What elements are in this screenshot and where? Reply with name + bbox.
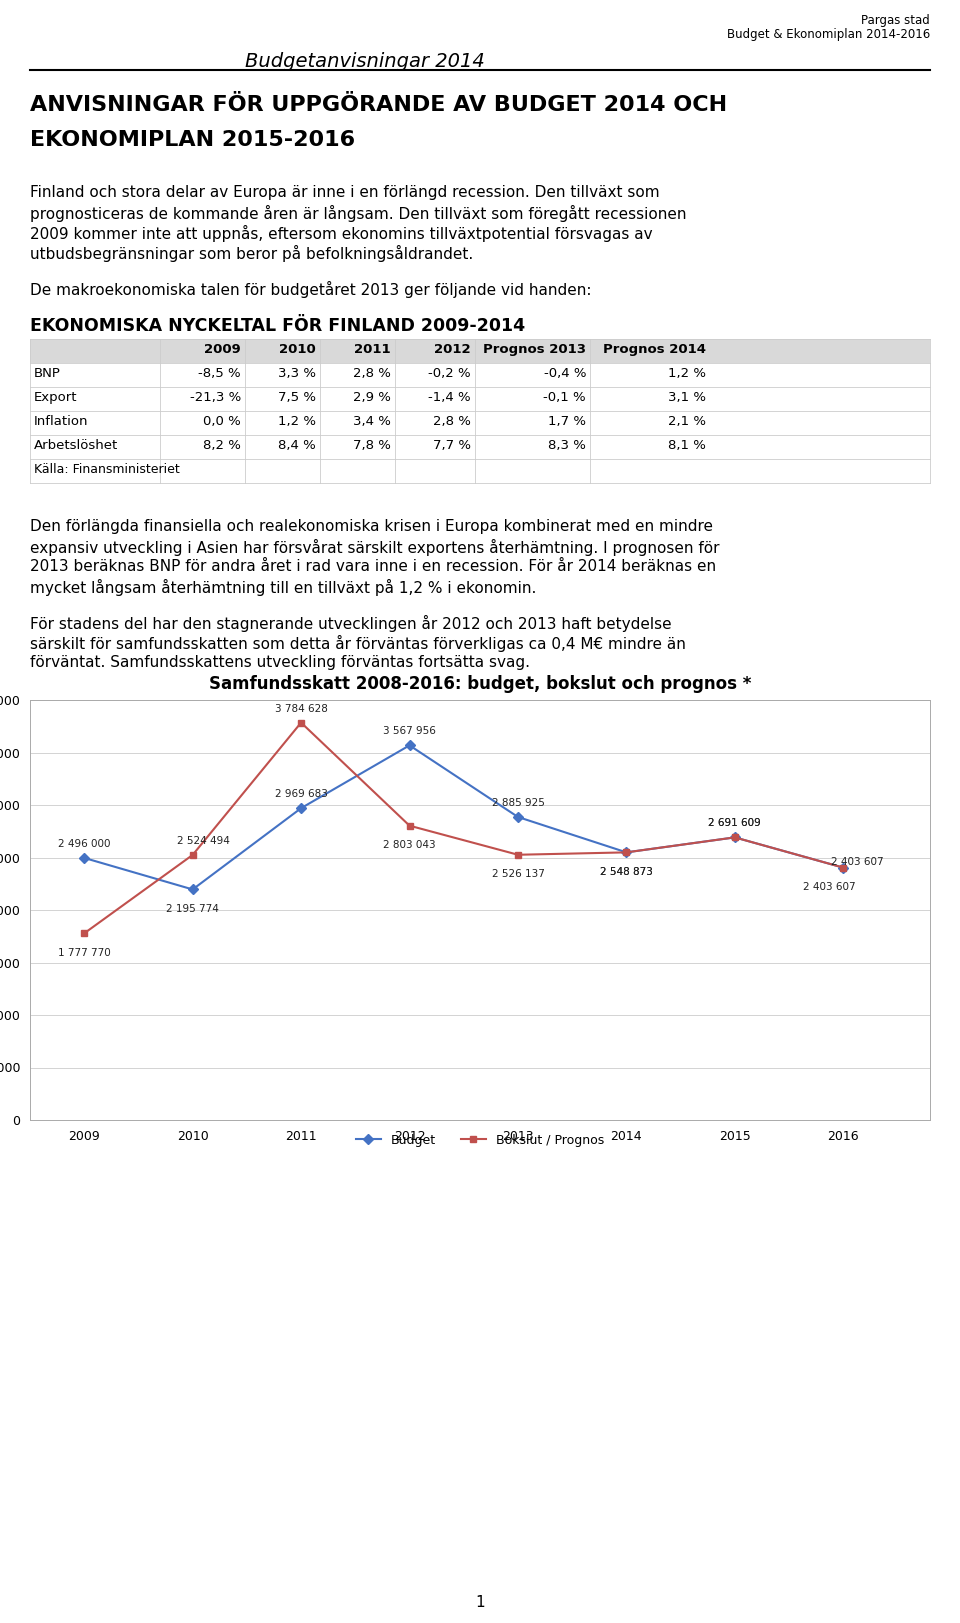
Text: 2 691 609: 2 691 609 (708, 818, 761, 828)
Text: -8,5 %: -8,5 % (199, 367, 241, 380)
Text: 1,2 %: 1,2 % (278, 415, 316, 428)
Budget (620, 842, 632, 862)
Text: 1,2 %: 1,2 % (668, 367, 706, 380)
Text: 1 777 770: 1 777 770 (58, 948, 110, 958)
Text: EKONOMIPLAN 2015-2016: EKONOMIPLAN 2015-2016 (30, 130, 355, 149)
Text: 2 548 873: 2 548 873 (600, 867, 653, 876)
Text: 2013 beräknas BNP för andra året i rad vara inne i en recession. För år 2014 ber: 2013 beräknas BNP för andra året i rad v… (30, 558, 716, 575)
Text: 7,5 %: 7,5 % (278, 391, 316, 404)
Text: Prognos 2013: Prognos 2013 (483, 342, 586, 355)
Text: 2 526 137: 2 526 137 (492, 868, 544, 880)
Legend: Budget, Bokslut / Prognos: Budget, Bokslut / Prognos (350, 1128, 610, 1152)
Text: -21,3 %: -21,3 % (190, 391, 241, 404)
Text: Inflation: Inflation (34, 415, 88, 428)
Text: Budget & Ekonomiplan 2014-2016: Budget & Ekonomiplan 2014-2016 (727, 28, 930, 41)
Text: 3,3 %: 3,3 % (278, 367, 316, 380)
Text: 8,4 %: 8,4 % (278, 438, 316, 451)
Budget (404, 735, 416, 755)
Text: Den förlängda finansiella och realekonomiska krisen i Europa kombinerat med en m: Den förlängda finansiella och realekonom… (30, 519, 713, 534)
Text: -0,1 %: -0,1 % (543, 391, 586, 404)
Text: 8,3 %: 8,3 % (548, 438, 586, 451)
Text: 2 496 000: 2 496 000 (58, 839, 110, 849)
Text: Finland och stora delar av Europa är inne i en förlängd recession. Den tillväxt : Finland och stora delar av Europa är inn… (30, 185, 660, 200)
Line: Budget: Budget (81, 742, 847, 893)
Bokslut / Prognos (296, 712, 307, 732)
Text: 2 969 683: 2 969 683 (275, 789, 327, 799)
Text: mycket långsam återhämtning till en tillväxt på 1,2 % i ekonomin.: mycket långsam återhämtning till en till… (30, 579, 537, 596)
Text: 2 403 607: 2 403 607 (830, 857, 883, 867)
Text: Källa: Finansministeriet: Källa: Finansministeriet (34, 463, 180, 476)
Bokslut / Prognos (404, 816, 416, 836)
Text: 2 195 774: 2 195 774 (166, 904, 219, 914)
Budget (513, 807, 524, 826)
Bokslut / Prognos (513, 846, 524, 865)
Text: -0,2 %: -0,2 % (428, 367, 471, 380)
Text: 2,9 %: 2,9 % (353, 391, 391, 404)
Text: 1,7 %: 1,7 % (548, 415, 586, 428)
Text: 7,7 %: 7,7 % (433, 438, 471, 451)
Text: För stadens del har den stagnerande utvecklingen år 2012 och 2013 haft betydelse: För stadens del har den stagnerande utve… (30, 615, 672, 631)
Text: 2,8 %: 2,8 % (353, 367, 391, 380)
Text: utbudsbegränsningar som beror på befolkningsåldrandet.: utbudsbegränsningar som beror på befolkn… (30, 245, 473, 261)
Bokslut / Prognos (729, 828, 740, 847)
Text: 2 524 494: 2 524 494 (178, 836, 230, 846)
Title: Samfundsskatt 2008-2016: budget, bokslut och prognos *: Samfundsskatt 2008-2016: budget, bokslut… (209, 675, 751, 693)
Text: 7,8 %: 7,8 % (353, 438, 391, 451)
Text: 3,1 %: 3,1 % (668, 391, 706, 404)
Text: 2009: 2009 (204, 342, 241, 355)
Text: förväntat. Samfundsskattens utveckling förväntas fortsätta svag.: förväntat. Samfundsskattens utveckling f… (30, 656, 530, 670)
Text: 1: 1 (475, 1595, 485, 1610)
Text: -0,4 %: -0,4 % (543, 367, 586, 380)
Text: 2 803 043: 2 803 043 (383, 841, 436, 850)
Text: Export: Export (34, 391, 78, 404)
Text: 2010: 2010 (279, 342, 316, 355)
Budget (187, 880, 199, 899)
Text: prognosticeras de kommande åren är långsam. Den tillväxt som föregått recessione: prognosticeras de kommande åren är långs… (30, 204, 686, 222)
Text: 2,1 %: 2,1 % (668, 415, 706, 428)
Text: 2 691 609: 2 691 609 (708, 818, 761, 828)
Text: 8,1 %: 8,1 % (668, 438, 706, 451)
Budget (837, 859, 849, 878)
Budget (729, 828, 740, 847)
Text: -1,4 %: -1,4 % (428, 391, 471, 404)
Line: Bokslut / Prognos: Bokslut / Prognos (81, 719, 847, 936)
Bokslut / Prognos (187, 846, 199, 865)
Bokslut / Prognos (79, 923, 90, 943)
Text: expansiv utveckling i Asien har försvårat särskilt exportens återhämtning. I pro: expansiv utveckling i Asien har försvåra… (30, 539, 719, 557)
Text: 0,0 %: 0,0 % (204, 415, 241, 428)
Text: särskilt för samfundsskatten som detta år förväntas förverkligas ca 0,4 M€ mindr: särskilt för samfundsskatten som detta å… (30, 635, 685, 652)
Text: BNP: BNP (34, 367, 60, 380)
Text: De makroekonomiska talen för budgetåret 2013 ger följande vid handen:: De makroekonomiska talen för budgetåret … (30, 281, 591, 299)
Text: EKONOMISKA NYCKELTAL FÖR FINLAND 2009-2014: EKONOMISKA NYCKELTAL FÖR FINLAND 2009-20… (30, 316, 525, 334)
Text: Arbetslöshet: Arbetslöshet (34, 438, 118, 451)
Text: 2011: 2011 (354, 342, 391, 355)
Text: 3 567 956: 3 567 956 (383, 725, 436, 737)
Text: 2012: 2012 (434, 342, 471, 355)
Text: 2 548 873: 2 548 873 (600, 867, 653, 876)
Text: 2 403 607: 2 403 607 (804, 881, 855, 893)
Text: 2009 kommer inte att uppnås, eftersom ekonomins tillväxtpotential försvagas av: 2009 kommer inte att uppnås, eftersom ek… (30, 226, 653, 242)
Bar (30, 339, 930, 364)
Bokslut / Prognos (837, 859, 849, 878)
Text: 2 885 925: 2 885 925 (492, 799, 544, 808)
Text: 8,2 %: 8,2 % (204, 438, 241, 451)
Text: 2,8 %: 2,8 % (433, 415, 471, 428)
Text: 3,4 %: 3,4 % (353, 415, 391, 428)
Budget (79, 849, 90, 868)
Text: Budgetanvisningar 2014: Budgetanvisningar 2014 (245, 52, 485, 71)
Text: Pargas stad: Pargas stad (861, 15, 930, 28)
Text: ANVISNINGAR FÖR UPPGÖRANDE AV BUDGET 2014 OCH: ANVISNINGAR FÖR UPPGÖRANDE AV BUDGET 201… (30, 96, 727, 115)
Bokslut / Prognos (620, 842, 632, 862)
Budget (296, 799, 307, 818)
Text: 3 784 628: 3 784 628 (275, 703, 327, 714)
Text: Prognos 2014: Prognos 2014 (603, 342, 706, 355)
